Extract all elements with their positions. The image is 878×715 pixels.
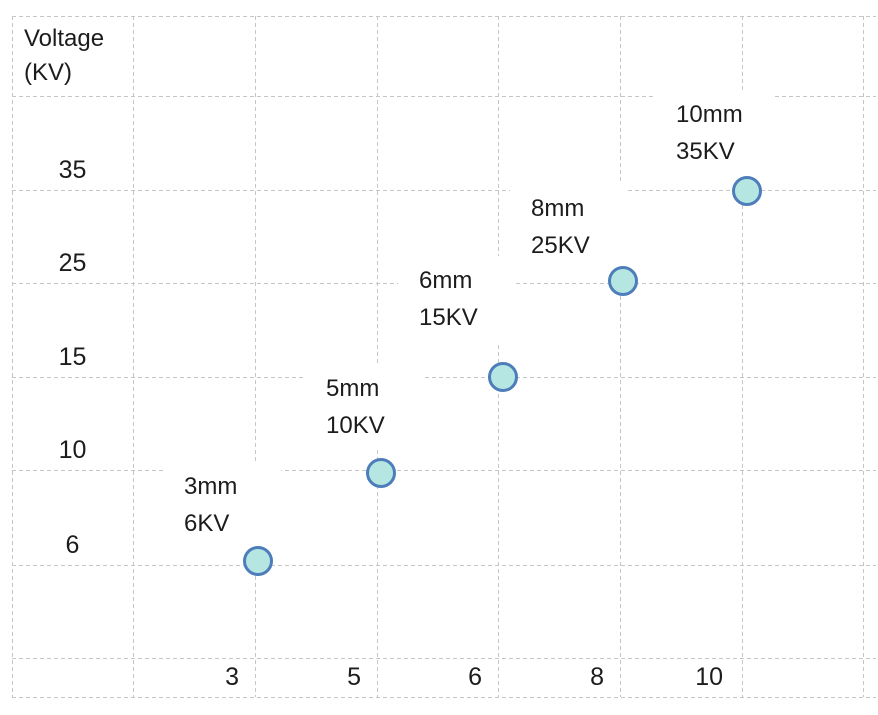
annotation-line2: 35KV [676, 138, 735, 165]
annotation-line2: 10KV [326, 412, 385, 439]
annotation-line1: 8mm [531, 195, 585, 222]
gridline-horizontal [12, 190, 876, 191]
annotation-line1: 6mm [419, 267, 473, 294]
annotation-8mm-25kv: 8mm 25KV [510, 184, 628, 270]
x-tick-8: 8 [590, 663, 604, 691]
gridline-horizontal [12, 697, 876, 698]
annotation-line1: 10mm [676, 101, 743, 128]
y-axis-title-line2: (KV) [24, 59, 72, 86]
gridline-horizontal [12, 16, 876, 17]
x-tick-3: 3 [225, 663, 239, 691]
gridline-vertical [620, 16, 621, 697]
y-tick-35: 35 [58, 156, 87, 184]
gridline-vertical [742, 16, 743, 697]
gridline-horizontal [12, 565, 876, 566]
annotation-10mm-35kv: 10mm 35KV [655, 90, 773, 176]
gridline-vertical [12, 16, 13, 697]
gridline-horizontal [12, 377, 876, 378]
annotation-line2: 15KV [419, 304, 478, 331]
data-point-6mm-15kv [488, 362, 518, 392]
annotation-line1: 5mm [326, 375, 380, 402]
gridline-vertical [377, 16, 378, 697]
data-point-5mm-10kv [366, 458, 396, 488]
gridline-vertical [255, 16, 256, 697]
data-point-3mm-6kv [243, 546, 273, 576]
x-tick-5: 5 [347, 663, 361, 691]
data-point-8mm-25kv [608, 266, 638, 296]
gridline-horizontal [12, 96, 876, 97]
annotation-line1: 3mm [184, 473, 238, 500]
gridline-vertical [863, 16, 864, 697]
annotation-5mm-10kv: 5mm 10KV [305, 364, 423, 450]
x-tick-10: 10 [695, 663, 723, 691]
data-point-10mm-35kv [732, 176, 762, 206]
annotation-6mm-15kv: 6mm 15KV [398, 256, 516, 342]
y-tick-15: 15 [58, 343, 87, 371]
annotation-line2: 6KV [184, 510, 230, 537]
y-tick-6: 6 [65, 531, 80, 559]
annotation-3mm-6kv: 3mm 6KV [163, 462, 281, 548]
x-tick-6: 6 [468, 663, 482, 691]
y-tick-10: 10 [58, 436, 87, 464]
y-axis-title: Voltage (KV) [24, 22, 104, 90]
y-tick-25: 25 [58, 249, 87, 277]
gridline-vertical [133, 16, 134, 697]
gridline-vertical [498, 16, 499, 697]
gridline-horizontal [12, 658, 876, 659]
gridline-horizontal [12, 470, 876, 471]
y-axis-title-line1: Voltage [24, 25, 105, 52]
annotation-line2: 25KV [531, 232, 590, 259]
